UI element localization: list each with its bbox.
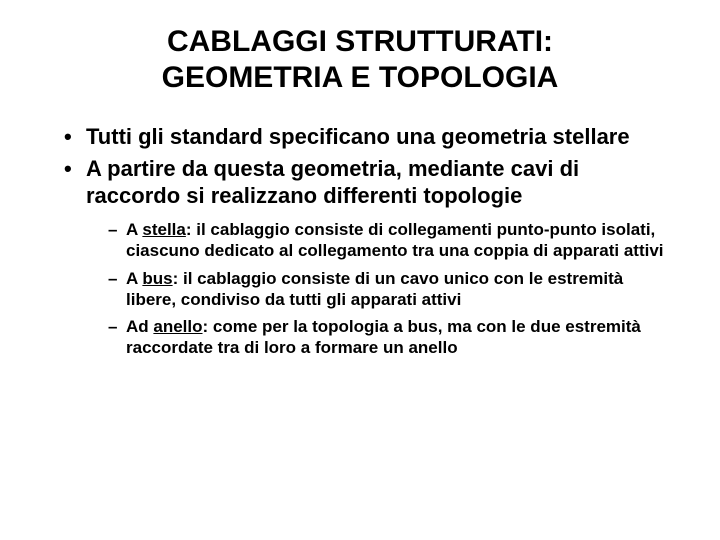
sub-bullet-list: A stella: il cablaggio consiste di colle… [86,219,670,359]
sub-underlined-3: anello [153,317,202,336]
sub-item-bus: A bus: il cablaggio consiste di un cavo … [108,268,670,311]
sub-prefix-3: Ad [126,317,153,336]
sub-item-stella: A stella: il cablaggio consiste di colle… [108,219,670,262]
title-line-1: CABLAGGI STRUTTURATI: [167,25,553,58]
bullet-text-1: Tutti gli standard specificano una geome… [86,124,630,149]
bullet-text-2: A partire da questa geometria, mediante … [86,156,579,207]
sub-rest-2: : il cablaggio consiste di un cavo unico… [126,269,623,309]
sub-prefix-1: A [126,220,142,239]
main-bullet-list: Tutti gli standard specificano una geome… [50,124,670,359]
sub-item-anello: Ad anello: come per la topologia a bus, … [108,316,670,359]
sub-underlined-2: bus [142,269,172,288]
sub-rest-1: : il cablaggio consiste di collegamenti … [126,220,664,260]
sub-prefix-2: A [126,269,142,288]
title-line-2: GEOMETRIA E TOPOLOGIA [162,61,559,94]
sub-rest-3: : come per la topologia a bus, ma con le… [126,317,641,357]
bullet-item-2: A partire da questa geometria, mediante … [64,156,670,358]
slide-title: CABLAGGI STRUTTURATI: GEOMETRIA E TOPOLO… [50,24,670,96]
bullet-item-1: Tutti gli standard specificano una geome… [64,124,670,150]
sub-underlined-1: stella [142,220,185,239]
